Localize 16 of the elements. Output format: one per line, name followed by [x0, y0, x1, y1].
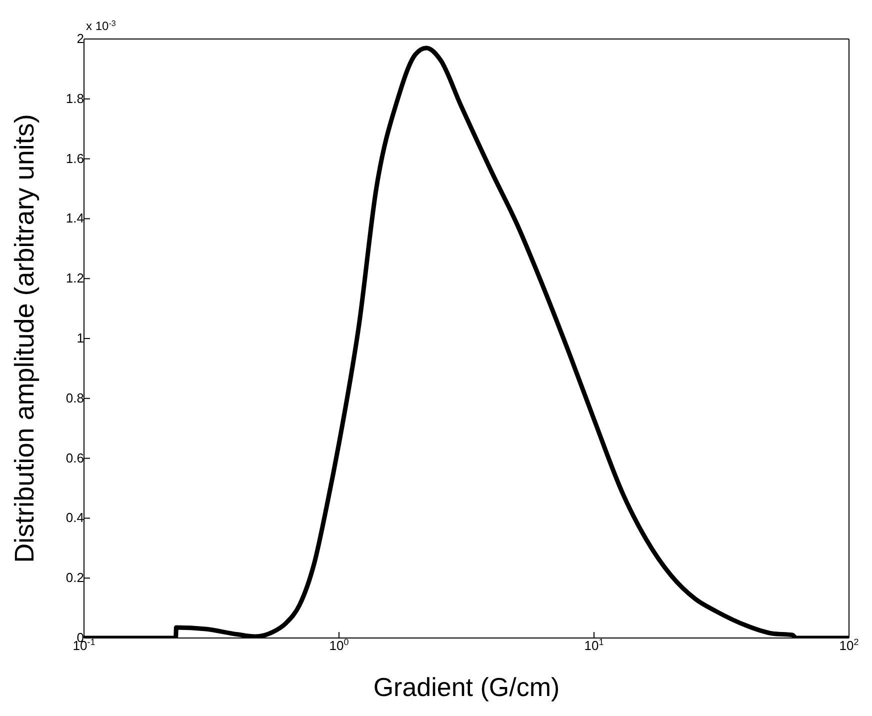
y-tick-label: 0.6: [66, 450, 84, 466]
y-axis-title: Distribution amplitude (arbitrary units): [10, 114, 40, 563]
y-tick-label: 2: [76, 31, 84, 46]
y-tick-label: 1.6: [66, 150, 84, 166]
y-tick-label: 0.8: [66, 390, 84, 406]
y-tick-label: 1.2: [66, 270, 84, 286]
y-tick-label: 1.8: [66, 90, 84, 106]
y-tick-label: 0.4: [66, 510, 84, 526]
y-tick-label: 1: [76, 330, 84, 346]
x-tick-label: 10$^{0}$: [329, 637, 349, 653]
x-tick-label: 10$^{1}$: [584, 637, 604, 653]
text: x 10$^{-3}$: [86, 18, 116, 33]
y-tick-label: 1.4: [66, 210, 84, 226]
x-tick-label: 10$^{2}$: [839, 637, 859, 653]
y-tick-label: 0.2: [66, 570, 84, 586]
x-axis-title: Gradient (G/cm): [373, 672, 560, 702]
